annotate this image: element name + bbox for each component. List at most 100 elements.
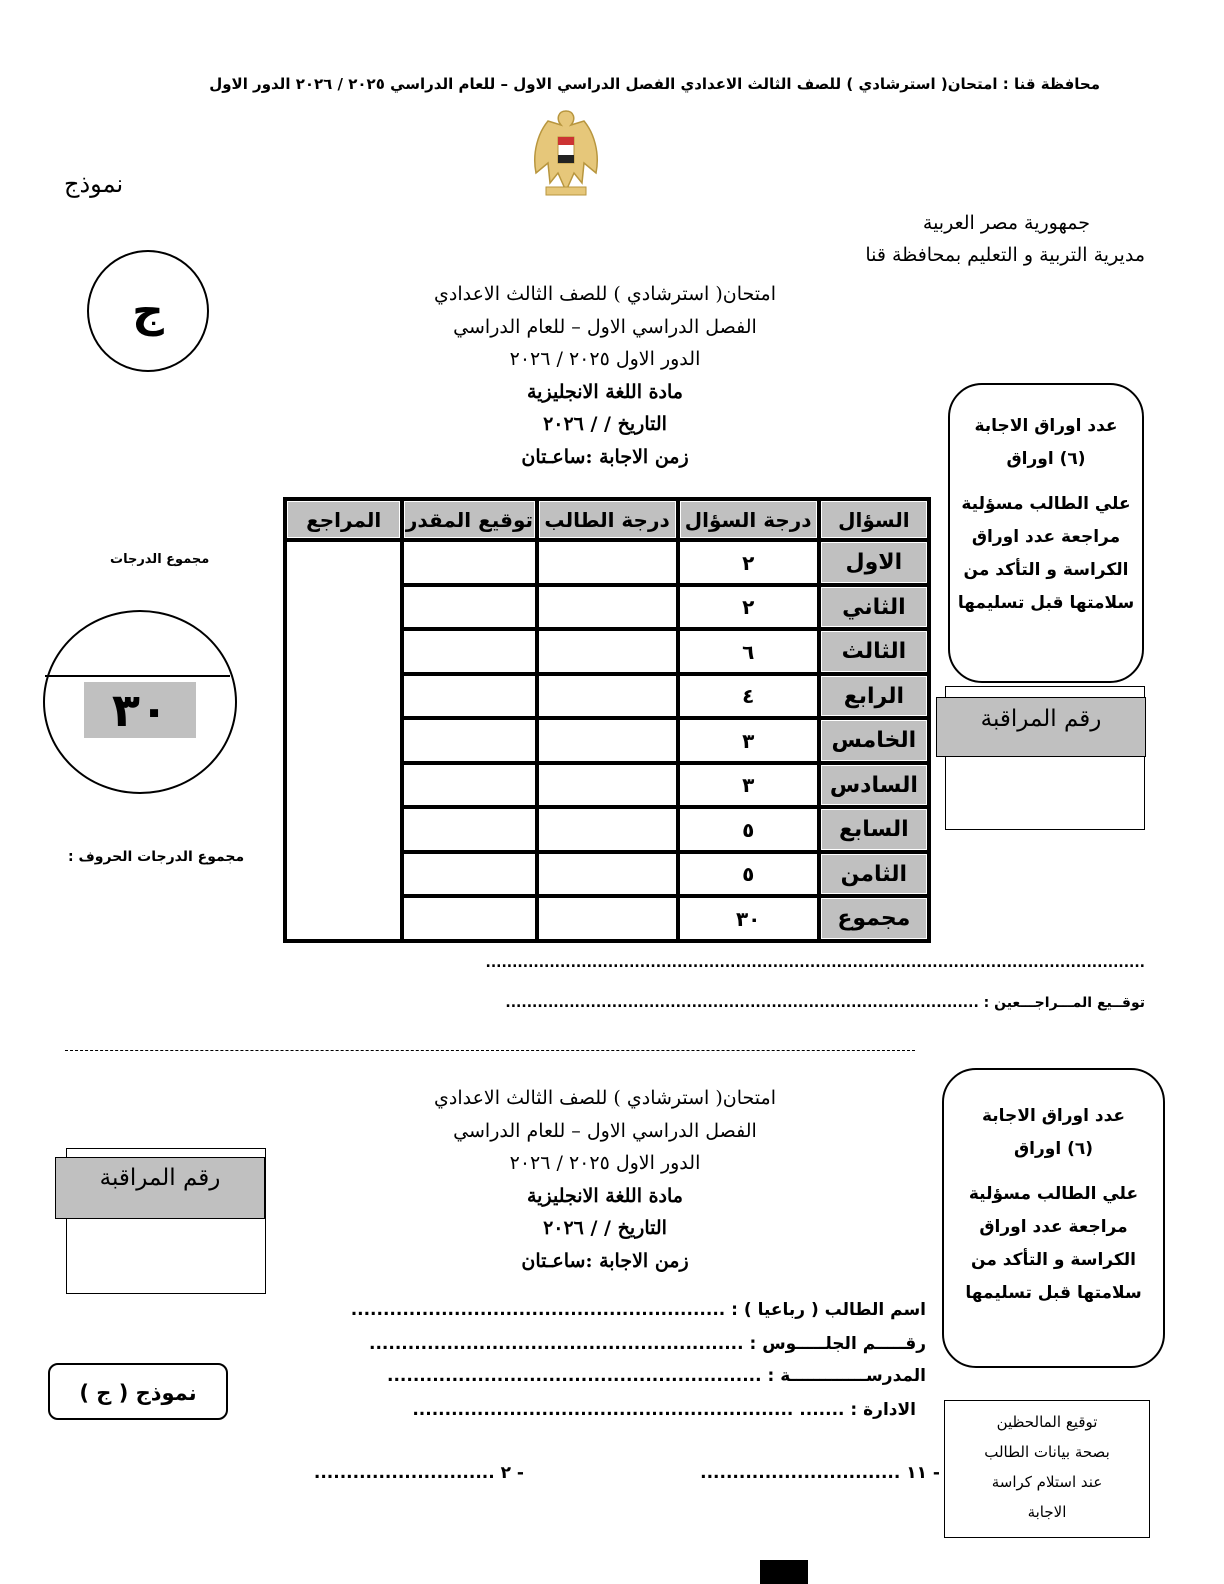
- student-mark-cell[interactable]: [538, 853, 676, 895]
- instruction-line: الكراسة و التأكد من: [971, 1250, 1136, 1270]
- exam-term-line: الفصل الدراسي الاول – للعام الدراسي: [453, 1119, 757, 1142]
- exam-session-line: الدور الاول ٢٠٢٥ / ٢٠٢٦: [509, 348, 701, 370]
- sheets-count-label: عدد اوراق الاجابة: [974, 416, 1118, 436]
- grader-signature-cell[interactable]: [404, 898, 535, 939]
- question-name: الثالث: [820, 631, 927, 672]
- total-grade-value: ٣٠: [84, 682, 196, 738]
- table-row: السابع ٥: [287, 809, 927, 850]
- student-mark-cell[interactable]: [538, 542, 676, 583]
- model-letter: ج: [132, 285, 164, 337]
- monitor-number-label: رقم المراقبة: [936, 697, 1146, 757]
- sheets-count-value: (٦) اوراق: [1013, 1139, 1094, 1159]
- question-mark: ٢: [679, 586, 817, 628]
- header-question: السؤال: [820, 501, 927, 539]
- question-mark: ٢: [679, 542, 817, 583]
- total-grade-circle: [43, 610, 237, 794]
- student-mark-cell[interactable]: [538, 720, 676, 761]
- reviewer-cell[interactable]: [287, 542, 401, 939]
- question-name: السابع: [820, 809, 927, 850]
- table-header-row: السؤال درجة السؤال درجة الطالب توقيع الم…: [287, 501, 927, 539]
- question-mark: ٦: [679, 631, 817, 672]
- question-name: الخامس: [820, 720, 927, 761]
- exam-duration-line: زمن الاجابة :ساعـتان: [521, 1249, 689, 1272]
- question-name: الثامن: [820, 853, 927, 895]
- dotted-line: ........................................…: [485, 955, 1145, 971]
- question-name: مجموع: [820, 898, 927, 939]
- question-name: الرابع: [820, 675, 927, 717]
- grades-table: السؤال درجة السؤال درجة الطالب توقيع الم…: [283, 497, 931, 943]
- page-marker: [760, 1560, 808, 1584]
- grader-signature-cell[interactable]: [404, 675, 535, 717]
- monitor-number-label-2: رقم المراقبة: [55, 1157, 265, 1219]
- student-mark-cell[interactable]: [538, 631, 676, 672]
- exam-subject-line: مادة اللغة الانجليزية: [527, 1184, 683, 1207]
- exam-title-line: امتحان( استرشادي ) للصف الثالث الاعدادي: [434, 283, 776, 305]
- question-name: السادس: [820, 764, 927, 806]
- header-student-mark: درجة الطالب: [538, 501, 676, 539]
- header-question-mark: درجة السؤال: [679, 501, 817, 539]
- table-row: الثامن ٥: [287, 853, 927, 895]
- invigilators-signature-box: توقيع المالحظين بصحة بيانات الطالب عند ا…: [944, 1400, 1150, 1538]
- grader-signature-cell[interactable]: [404, 542, 535, 583]
- monitor-number-box-2: [66, 1148, 266, 1294]
- grader-signature-cell[interactable]: [404, 720, 535, 761]
- table-row: الخامس ٣: [287, 720, 927, 761]
- table-row: الثاني ٢: [287, 586, 927, 628]
- exam-duration-line: زمن الاجابة :ساعـتان: [521, 445, 689, 468]
- grader-signature-cell[interactable]: [404, 631, 535, 672]
- question-mark: ٣: [679, 720, 817, 761]
- grader-signature-cell[interactable]: [404, 809, 535, 850]
- administration-field[interactable]: الادارة : ....... ......................…: [412, 1400, 916, 1420]
- school-field[interactable]: المدرســـــــــــــة : .................…: [387, 1366, 926, 1386]
- total-grade-divider: [45, 675, 230, 677]
- question-name: الثاني: [820, 586, 927, 628]
- invigilator-line: الاجابة: [1027, 1503, 1067, 1521]
- exam-title-block-2: امتحان( استرشادي ) للصف الثالث الاعدادي …: [380, 1082, 830, 1277]
- student-mark-cell[interactable]: [538, 675, 676, 717]
- model-label: نموذج: [64, 170, 124, 198]
- exam-date-line: التاريخ / / ٢٠٢٦: [543, 1217, 667, 1239]
- authority-line-2: مديرية التربية و التعليم بمحافظة قنا: [865, 244, 1145, 266]
- exam-title-block: امتحان( استرشادي ) للصف الثالث الاعدادي …: [380, 278, 830, 473]
- student-name-field[interactable]: اسم الطالب ( رباعيا ) : ................…: [350, 1300, 926, 1320]
- student-mark-cell[interactable]: [538, 809, 676, 850]
- sheets-count-value: (٦) اوراق: [1006, 449, 1086, 469]
- question-mark: ٥: [679, 853, 817, 895]
- answer-sheets-box: عدد اوراق الاجابة (٦) اوراق علي الطالب م…: [948, 383, 1144, 683]
- seat-number-field[interactable]: رقـــــم الجلـــــوس : .................…: [369, 1334, 926, 1354]
- instruction-line: الكراسة و التأكد من: [963, 560, 1129, 580]
- reviewers-signature: توقــيع المـــراجـــعين : ..............…: [505, 995, 1145, 1011]
- student-mark-cell[interactable]: [538, 898, 676, 939]
- exam-date-line: التاريخ / / ٢٠٢٦: [543, 413, 667, 435]
- exam-title-line: امتحان( استرشادي ) للصف الثالث الاعدادي: [434, 1087, 776, 1109]
- question-mark: ٥: [679, 809, 817, 850]
- table-row: الثالث ٦: [287, 631, 927, 672]
- question-mark: ٣٠: [679, 898, 817, 939]
- table-row: مجموع ٣٠: [287, 898, 927, 939]
- header-grader-signature: توقيع المقدر: [404, 501, 535, 539]
- exam-subject-line: مادة اللغة الانجليزية: [527, 380, 683, 403]
- model-box: نموذج ( ج ): [48, 1363, 228, 1420]
- student-mark-cell[interactable]: [538, 764, 676, 806]
- signature-line-2[interactable]: - ٢ ............................: [313, 1463, 524, 1483]
- total-grades-letters-label: مجموع الدرجات الحروف :: [68, 849, 245, 865]
- instruction-line: علي الطالب مسؤلية: [968, 1184, 1139, 1204]
- table-row: السادس ٣: [287, 764, 927, 806]
- grader-signature-cell[interactable]: [404, 853, 535, 895]
- model-letter-circle: ج: [87, 250, 209, 372]
- question-mark: ٤: [679, 675, 817, 717]
- invigilator-line: توقيع المالحظين: [996, 1413, 1098, 1431]
- instruction-line: سلامتها قبل تسليمها: [957, 593, 1135, 613]
- signature-line-1[interactable]: - ١١ ...............................: [700, 1463, 940, 1483]
- header-line: محافظة قنا : امتحان( استرشادي ) للصف الث…: [209, 75, 1100, 93]
- instruction-line: مراجعة عدد اوراق: [971, 527, 1121, 547]
- authority-line-1: جمهورية مصر العربية: [922, 212, 1090, 234]
- instruction-line: مراجعة عدد اوراق: [979, 1217, 1128, 1237]
- student-mark-cell[interactable]: [538, 586, 676, 628]
- invigilator-line: بصحة بيانات الطالب: [984, 1443, 1110, 1461]
- monitor-number-box: [945, 686, 1145, 830]
- grader-signature-cell[interactable]: [404, 586, 535, 628]
- grader-signature-cell[interactable]: [404, 764, 535, 806]
- instruction-line: سلامتها قبل تسليمها: [965, 1283, 1142, 1303]
